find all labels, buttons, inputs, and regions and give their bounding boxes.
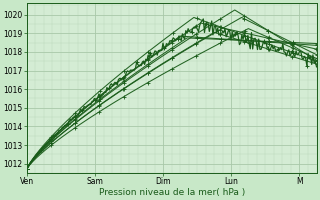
X-axis label: Pression niveau de la mer( hPa ): Pression niveau de la mer( hPa ) — [99, 188, 245, 197]
